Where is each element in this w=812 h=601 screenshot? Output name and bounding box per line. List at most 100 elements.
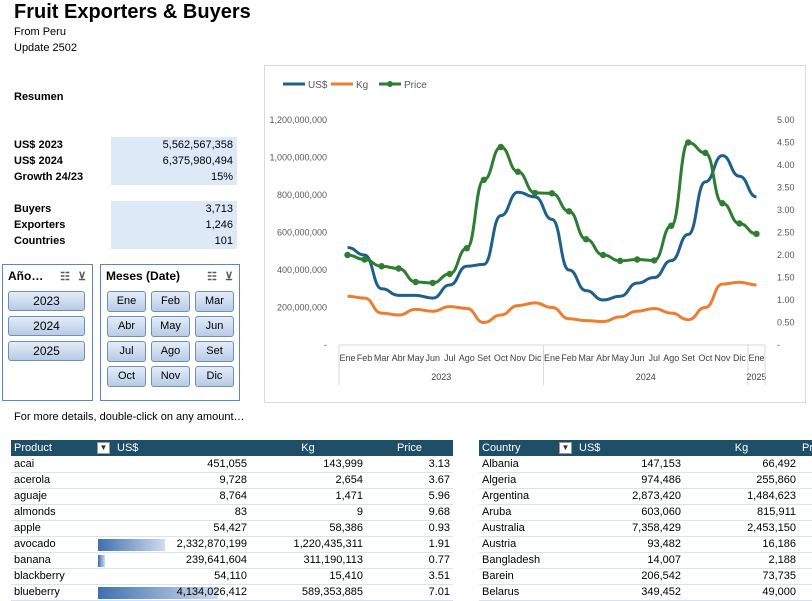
kg-cell[interactable]: 66,492 xyxy=(684,456,799,473)
price-cell[interactable]: 0.77 xyxy=(366,552,453,569)
kg-cell[interactable]: 15,410 xyxy=(250,568,366,585)
price-cell[interactable]: 3.13 xyxy=(366,456,453,473)
usd-cell[interactable]: 7,358,429 xyxy=(559,520,684,537)
kg-cell[interactable]: 73,735 xyxy=(684,568,799,585)
table-row: Algeria 974,486 255,860 xyxy=(479,472,812,489)
kg-cell[interactable]: 589,353,885 xyxy=(250,584,366,601)
month-option[interactable]: Jun xyxy=(195,316,234,337)
kg-cell[interactable]: 311,190,113 xyxy=(250,552,366,569)
usd-cell[interactable]: 451,055 xyxy=(97,456,250,473)
clear-filter-icon[interactable]: ⊻ xyxy=(224,270,233,283)
col-header-usd[interactable]: US$ xyxy=(114,440,250,456)
price-cell[interactable] xyxy=(799,472,812,489)
price-cell[interactable]: 7.01 xyxy=(366,584,453,601)
summary-value[interactable]: 101 xyxy=(111,233,237,249)
usd-cell[interactable]: 239,641,604 xyxy=(97,552,250,569)
kg-cell[interactable]: 58,386 xyxy=(250,520,366,537)
summary-value[interactable]: 3,713 xyxy=(111,201,237,217)
filter-dropdown[interactable]: ▼ xyxy=(559,440,576,456)
price-cell[interactable] xyxy=(799,456,812,473)
month-option[interactable]: Oct xyxy=(107,366,146,387)
product-name: acai xyxy=(11,456,97,473)
month-option[interactable]: Jul xyxy=(107,341,146,362)
clear-filter-icon[interactable]: ⊻ xyxy=(77,270,86,283)
month-option[interactable]: Ene xyxy=(107,291,146,312)
kg-cell[interactable]: 1,484,623 xyxy=(684,488,799,505)
usd-cell[interactable]: 147,153 xyxy=(559,456,684,473)
multi-select-icon[interactable]: ☷ xyxy=(60,270,70,283)
usd-cell[interactable]: 54,110 xyxy=(97,568,250,585)
usd-cell[interactable]: 2,332,870,199 xyxy=(97,536,250,553)
kg-cell[interactable]: 2,453,150 xyxy=(684,520,799,537)
kg-cell[interactable]: 143,999 xyxy=(250,456,366,473)
col-header-price[interactable]: Pr xyxy=(799,440,812,456)
col-header-kg[interactable]: Kg xyxy=(250,440,366,456)
usd-cell[interactable]: 206,542 xyxy=(559,568,684,585)
usd-cell[interactable]: 2,873,420 xyxy=(559,488,684,505)
kg-cell[interactable]: 1,471 xyxy=(250,488,366,505)
price-cell[interactable] xyxy=(799,536,812,553)
kg-cell[interactable]: 815,911 xyxy=(684,504,799,521)
month-option[interactable]: Set xyxy=(195,341,234,362)
price-cell[interactable] xyxy=(799,552,812,569)
kg-cell[interactable]: 2,188 xyxy=(684,552,799,569)
usd-cell[interactable]: 54,427 xyxy=(97,520,250,537)
price-cell[interactable] xyxy=(799,568,812,585)
country-table-body: Albania 147,153 66,492 Algeria 974,486 255,86… xyxy=(479,456,812,601)
price-cell[interactable]: 3.51 xyxy=(366,568,453,585)
year-option[interactable]: 2025 xyxy=(8,341,85,361)
usd-cell[interactable]: 4,134,026,412 xyxy=(97,584,250,601)
price-cell[interactable] xyxy=(799,488,812,505)
col-header-product[interactable]: Product xyxy=(11,440,97,456)
month-option[interactable]: Abr xyxy=(107,316,146,337)
kg-cell[interactable]: 16,186 xyxy=(684,536,799,553)
data-bar xyxy=(98,586,218,599)
usd-cell[interactable]: 9,728 xyxy=(97,472,250,489)
month-option[interactable]: May xyxy=(151,316,190,337)
col-header-country[interactable]: Country xyxy=(479,440,559,456)
usd-cell[interactable]: 349,452 xyxy=(559,584,684,601)
month-option[interactable]: Dic xyxy=(195,366,234,387)
multi-select-icon[interactable]: ☷ xyxy=(207,270,217,283)
subtitle: From Peru xyxy=(14,26,66,38)
col-header-price[interactable]: Price xyxy=(366,440,453,456)
line-chart[interactable]: US$ Kg Price 1,200,000,000 1,000,000,000 800,… xyxy=(264,65,806,403)
filter-dropdown[interactable]: ▼ xyxy=(97,440,114,456)
usd-cell[interactable]: 603,060 xyxy=(559,504,684,521)
price-cell[interactable]: 0.93 xyxy=(366,520,453,537)
summary-value[interactable]: 6,375,980,494 xyxy=(111,153,237,169)
month-option[interactable]: Feb xyxy=(151,291,190,312)
kg-cell[interactable]: 2,654 xyxy=(250,472,366,489)
x-tick: Jul xyxy=(444,353,456,363)
price-cell[interactable] xyxy=(799,584,812,601)
summary-value[interactable]: 1,246 xyxy=(111,217,237,233)
col-header-usd[interactable]: US$ xyxy=(576,440,684,456)
year-option[interactable]: 2023 xyxy=(8,291,85,311)
usd-cell[interactable]: 974,486 xyxy=(559,472,684,489)
col-header-kg[interactable]: Kg xyxy=(684,440,799,456)
price-cell[interactable] xyxy=(799,520,812,537)
kg-cell[interactable]: 1,220,435,311 xyxy=(250,536,366,553)
month-option[interactable]: Mar xyxy=(195,291,234,312)
kg-cell[interactable]: 49,000 xyxy=(684,584,799,601)
year-option[interactable]: 2024 xyxy=(8,316,85,336)
kg-cell[interactable]: 255,860 xyxy=(684,472,799,489)
summary-value[interactable]: 5,562,567,358 xyxy=(111,137,237,153)
y-right-tick: 2.00 xyxy=(777,250,795,260)
price-cell[interactable] xyxy=(799,504,812,521)
summary-value[interactable]: 15% xyxy=(111,169,237,185)
usd-cell[interactable]: 83 xyxy=(97,504,250,521)
month-option[interactable]: Nov xyxy=(151,366,190,387)
y-right-tick: 3.00 xyxy=(777,205,795,215)
usd-cell[interactable]: 8,764 xyxy=(97,488,250,505)
price-cell[interactable]: 9.68 xyxy=(366,504,453,521)
table-row: Australia 7,358,429 2,453,150 xyxy=(479,520,812,537)
price-cell[interactable]: 5.96 xyxy=(366,488,453,505)
usd-cell[interactable]: 14,007 xyxy=(559,552,684,569)
kg-cell[interactable]: 9 xyxy=(250,504,366,521)
price-cell[interactable]: 3.67 xyxy=(366,472,453,489)
product-table-header: Product ▼ US$ Kg Price xyxy=(11,440,453,456)
price-cell[interactable]: 1.91 xyxy=(366,536,453,553)
month-option[interactable]: Ago xyxy=(151,341,190,362)
usd-cell[interactable]: 93,482 xyxy=(559,536,684,553)
